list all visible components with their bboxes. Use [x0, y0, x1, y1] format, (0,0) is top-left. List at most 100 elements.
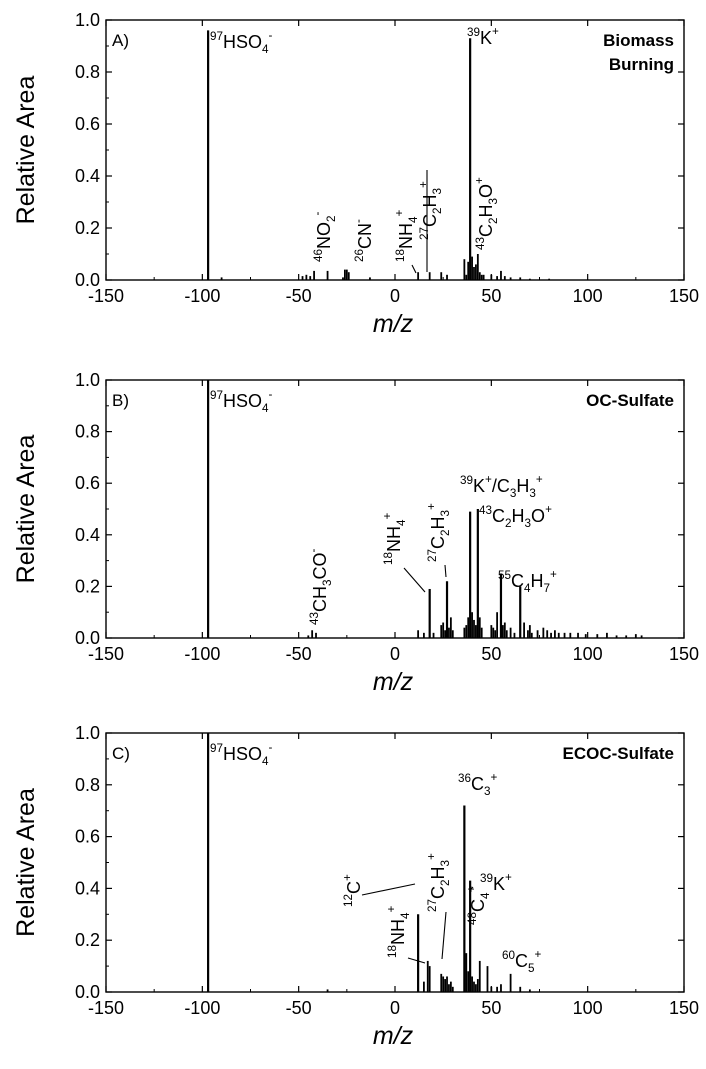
subscript: 4	[524, 582, 531, 595]
y-tick-label: 0.4	[75, 878, 100, 898]
charge-superscript: +	[385, 905, 398, 912]
subscript: 3	[321, 579, 334, 586]
subscript: 4	[399, 912, 412, 919]
mass-superscript: 27	[426, 899, 439, 912]
subscript: 4	[262, 43, 269, 56]
species-text: C	[492, 506, 505, 526]
species-text: C	[428, 886, 448, 899]
peak-annotation: 60C5+	[502, 948, 542, 975]
peak-annotation: 39K+/C3H3+	[460, 473, 543, 500]
subscript: 3	[529, 487, 536, 500]
x-tick-label: -100	[184, 998, 220, 1018]
peak-annotation: 18NH4+	[385, 905, 412, 958]
mass-superscript: 97	[210, 742, 223, 755]
y-axis-label: Relative Area	[12, 435, 40, 584]
mass-superscript: 36	[458, 772, 471, 785]
subscript: 4	[407, 216, 420, 223]
annotation-leader	[469, 886, 474, 891]
y-tick-label: 1.0	[75, 723, 100, 743]
y-tick-label: 1.0	[75, 10, 100, 30]
y-tick-label: 0.8	[75, 422, 100, 442]
mass-superscript: 43	[308, 612, 321, 625]
species-text: H	[476, 204, 496, 217]
species-text: H	[428, 516, 448, 529]
species-text: CN	[355, 223, 375, 249]
plot-frame	[105, 19, 685, 281]
mass-superscript: 43	[479, 504, 492, 517]
x-tick-label: -150	[88, 998, 124, 1018]
subscript: 2	[325, 215, 338, 222]
y-axis-label: Relative Area	[12, 76, 40, 225]
x-tick-label: -50	[286, 998, 312, 1018]
y-tick-label: 0.0	[75, 628, 100, 648]
mass-superscript: 12	[342, 894, 355, 907]
panel-title: OC-Sulfate	[586, 391, 674, 410]
chart-panel: -150 -100 -50 0 50 100 150 0.0 0.2 0.4 0.6 0.8 1.0 Re…	[12, 370, 699, 696]
x-tick-label: 0	[390, 998, 400, 1018]
y-tick-label: 0.2	[75, 218, 100, 238]
y-tick-label: 0.0	[75, 270, 100, 290]
charge-superscript: -	[269, 741, 273, 754]
x-tick-label: -100	[184, 286, 220, 306]
species-text: HSO	[223, 32, 262, 52]
y-tick-label: 0.4	[75, 525, 100, 545]
subscript: 3	[439, 860, 452, 867]
species-text: H	[428, 866, 448, 879]
subscript: 3	[439, 510, 452, 517]
panel-label: C)	[112, 744, 130, 763]
peak-annotation: 97HSO4-	[210, 388, 273, 415]
x-tick-label: 100	[573, 644, 603, 664]
y-tick-label: 0.8	[75, 775, 100, 795]
annotation-leader	[407, 957, 426, 964]
x-tick-label: -50	[286, 644, 312, 664]
charge-superscript: +	[393, 209, 406, 216]
mass-superscript: 46	[312, 249, 325, 262]
x-axis-label: m/z	[373, 1022, 414, 1050]
panel-label: A)	[112, 31, 129, 50]
mass-superscript: 27	[426, 549, 439, 562]
peak-annotation: 18NH4+	[393, 209, 420, 262]
subscript: 2	[487, 217, 500, 224]
panel-title: ECOC-Sulfate	[563, 744, 674, 763]
mass-superscript: 18	[382, 552, 395, 565]
peak-annotation: 43CH3CO-	[307, 548, 334, 625]
species-text: H	[531, 571, 544, 591]
y-tick-label: 0.6	[75, 473, 100, 493]
peak-annotation: 27C2H3+	[425, 503, 452, 562]
species-text: O	[476, 184, 496, 198]
mass-superscript: 48	[466, 912, 479, 925]
peak-annotation: 39K+	[480, 871, 512, 894]
species-text: C	[468, 899, 488, 912]
y-axis-label: Relative Area	[12, 788, 40, 937]
mass-superscript: 97	[210, 30, 223, 43]
x-tick-label: 150	[669, 644, 699, 664]
x-tick-label: 100	[573, 998, 603, 1018]
peak-annotation: 27C2H3+	[417, 181, 444, 240]
species-text: /C	[492, 476, 510, 496]
mass-superscript: 26	[353, 249, 366, 262]
species-text: HSO	[223, 744, 262, 764]
charge-superscript: +	[465, 885, 478, 892]
subscript: 4	[479, 892, 492, 899]
mass-superscript: 60	[502, 949, 516, 962]
mass-superscript: 27	[418, 227, 431, 240]
x-tick-label: 0	[390, 644, 400, 664]
x-tick-label: -50	[286, 286, 312, 306]
annotation-leader	[361, 883, 416, 896]
charge-superscript: -	[311, 211, 324, 215]
y-tick-label: 0.8	[75, 62, 100, 82]
annotation-leader	[441, 911, 447, 960]
peak-annotation: 43C2H3O+	[479, 503, 552, 530]
charge-superscript: +	[425, 503, 438, 510]
charge-superscript: -	[307, 548, 320, 552]
peak-annotation: 46NO2-	[311, 211, 338, 262]
charge-superscript: +	[536, 473, 543, 486]
species-text: NH	[396, 223, 416, 249]
charge-superscript: +	[550, 568, 557, 581]
mass-superscript: 18	[394, 249, 407, 262]
species-text: C	[344, 881, 364, 894]
species-text: C	[515, 951, 528, 971]
charge-superscript: +	[417, 181, 430, 188]
